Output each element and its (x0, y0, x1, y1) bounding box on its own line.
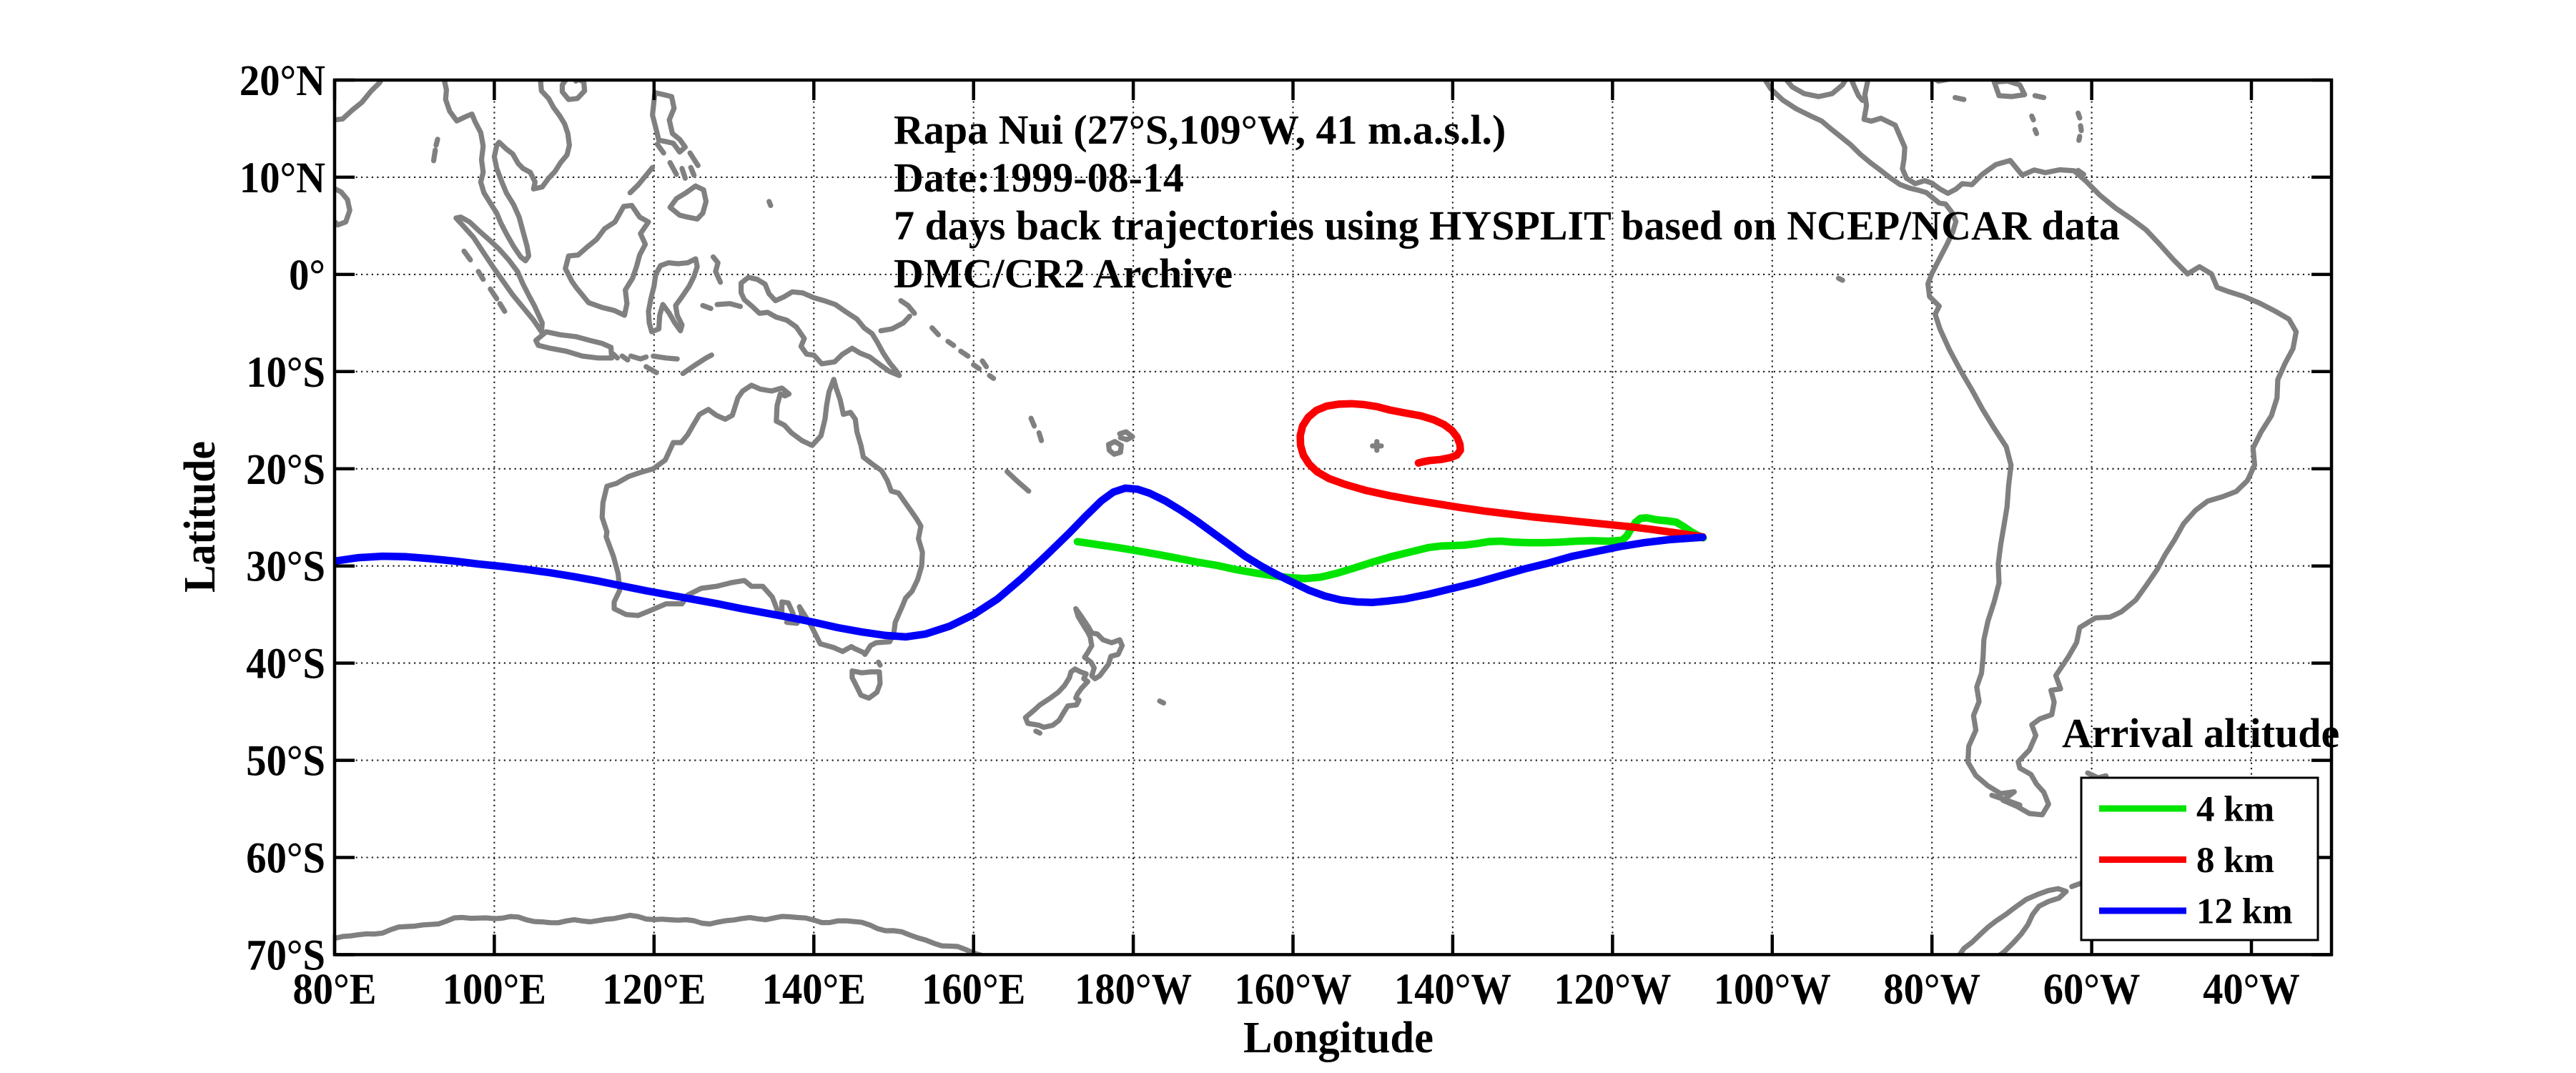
svg-text:12 km: 12 km (2196, 892, 2293, 932)
svg-text:140°W: 140°W (1394, 966, 1511, 1014)
svg-text:Date:1999-08-14: Date:1999-08-14 (894, 154, 1184, 201)
svg-text:40°S: 40°S (246, 641, 325, 688)
svg-text:50°S: 50°S (246, 738, 325, 786)
svg-text:Arrival altitude: Arrival altitude (2062, 710, 2339, 756)
svg-text:120°E: 120°E (602, 966, 706, 1014)
svg-text:40°W: 40°W (2203, 966, 2300, 1014)
svg-text:20°S: 20°S (246, 446, 325, 494)
svg-text:30°S: 30°S (246, 543, 325, 591)
svg-text:10°N: 10°N (240, 154, 325, 202)
svg-text:20°N: 20°N (240, 57, 325, 105)
svg-text:10°S: 10°S (246, 349, 325, 397)
svg-text:140°E: 140°E (762, 966, 866, 1014)
svg-text:0°: 0° (289, 252, 325, 300)
svg-text:160°E: 160°E (922, 966, 1025, 1014)
svg-text:60°W: 60°W (2043, 966, 2141, 1014)
svg-text:80°W: 80°W (1883, 966, 1980, 1014)
svg-text:Latitude: Latitude (176, 441, 224, 593)
svg-text:160°W: 160°W (1234, 966, 1351, 1014)
svg-text:70°S: 70°S (246, 932, 325, 980)
svg-text:7 days back trajectories using: 7 days back trajectories using HYSPLIT b… (894, 202, 2120, 249)
svg-text:120°W: 120°W (1554, 966, 1671, 1014)
svg-text:Longitude: Longitude (1243, 1014, 1433, 1062)
svg-text:60°S: 60°S (246, 835, 325, 883)
svg-text:DMC/CR2 Archive: DMC/CR2 Archive (894, 250, 1233, 297)
svg-text:100°E: 100°E (443, 966, 546, 1014)
svg-text:Rapa Nui (27°S,109°W, 41 m.a.s: Rapa Nui (27°S,109°W, 41 m.a.s.l.) (894, 107, 1506, 153)
svg-text:8 km: 8 km (2196, 841, 2274, 881)
svg-text:4 km: 4 km (2196, 790, 2274, 830)
svg-text:180°W: 180°W (1075, 966, 1192, 1014)
svg-text:100°W: 100°W (1714, 966, 1831, 1014)
svg-text:80°E: 80°E (293, 966, 377, 1014)
